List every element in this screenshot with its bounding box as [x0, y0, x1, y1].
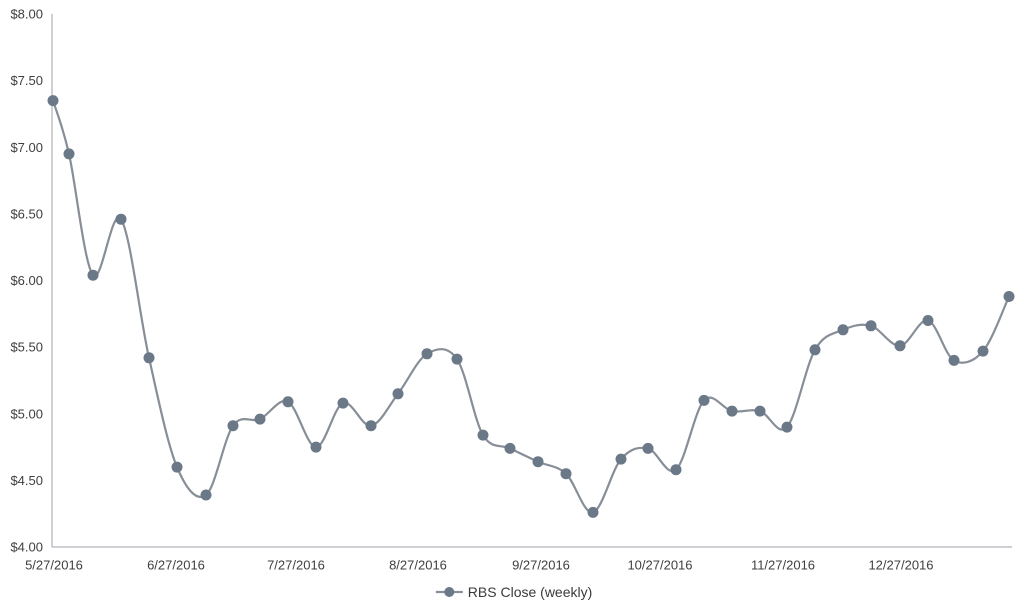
- y-tick-label: $5.00: [10, 406, 43, 421]
- data-point-marker: [642, 442, 654, 454]
- series-line: [51, 99, 1011, 514]
- y-tick-label: $4.00: [10, 540, 43, 555]
- data-point-marker: [781, 421, 793, 433]
- data-point-marker: [421, 348, 433, 360]
- y-tick-label: $4.50: [10, 473, 43, 488]
- legend-label: RBS Close (weekly): [468, 584, 592, 600]
- data-point-marker: [560, 468, 572, 480]
- x-tick-label: 12/27/2016: [868, 558, 933, 573]
- data-point-marker: [310, 441, 322, 453]
- data-point-marker: [754, 405, 766, 417]
- data-point-marker: [922, 315, 934, 326]
- y-tick-label: $6.50: [10, 206, 43, 221]
- x-tick-label: 8/27/2016: [389, 558, 447, 573]
- data-point-marker: [477, 429, 489, 441]
- data-point-marker: [726, 405, 738, 417]
- data-point-marker: [227, 420, 239, 432]
- y-tick-label: $7.00: [10, 140, 43, 155]
- data-point-marker: [504, 442, 516, 454]
- data-point-marker: [809, 344, 821, 356]
- x-tick-label: 11/27/2016: [751, 558, 815, 573]
- x-tick-label: 6/27/2016: [147, 558, 205, 573]
- y-tick-label: $7.50: [10, 73, 43, 88]
- x-tick-label: 9/27/2016: [512, 558, 570, 573]
- data-point-marker: [200, 489, 212, 501]
- data-point-marker: [670, 464, 682, 476]
- data-point-marker: [837, 324, 849, 336]
- data-point-marker: [254, 413, 266, 425]
- x-tick-label: 10/27/2016: [627, 558, 692, 573]
- data-point-marker: [365, 420, 377, 432]
- legend-marker-icon: [444, 587, 455, 597]
- data-point-marker: [392, 388, 404, 400]
- x-tick-label: 7/27/2016: [267, 558, 325, 573]
- data-point-marker: [698, 394, 710, 406]
- data-point-marker: [532, 456, 544, 468]
- data-point-marker: [171, 461, 183, 473]
- data-point-marker: [865, 320, 877, 332]
- legend: RBS Close (weekly): [435, 584, 592, 600]
- data-point-marker: [587, 506, 599, 518]
- y-tick-label: $6.00: [10, 273, 43, 288]
- data-point-marker: [282, 396, 294, 408]
- x-tick-label: 5/27/2016: [25, 558, 83, 573]
- y-tick-label: $8.00: [10, 7, 43, 22]
- data-point-marker: [47, 95, 59, 107]
- data-point-marker: [115, 213, 127, 225]
- data-point-marker: [143, 352, 155, 364]
- data-point-marker: [894, 340, 906, 352]
- data-point-marker: [337, 397, 349, 409]
- data-point-marker: [615, 453, 627, 465]
- data-point-marker: [63, 148, 75, 160]
- y-tick-label: $5.50: [10, 340, 43, 355]
- data-point-marker: [1003, 291, 1015, 302]
- data-point-marker: [451, 353, 463, 365]
- data-point-marker: [948, 354, 960, 366]
- data-point-marker: [87, 269, 99, 281]
- data-point-marker: [977, 345, 989, 357]
